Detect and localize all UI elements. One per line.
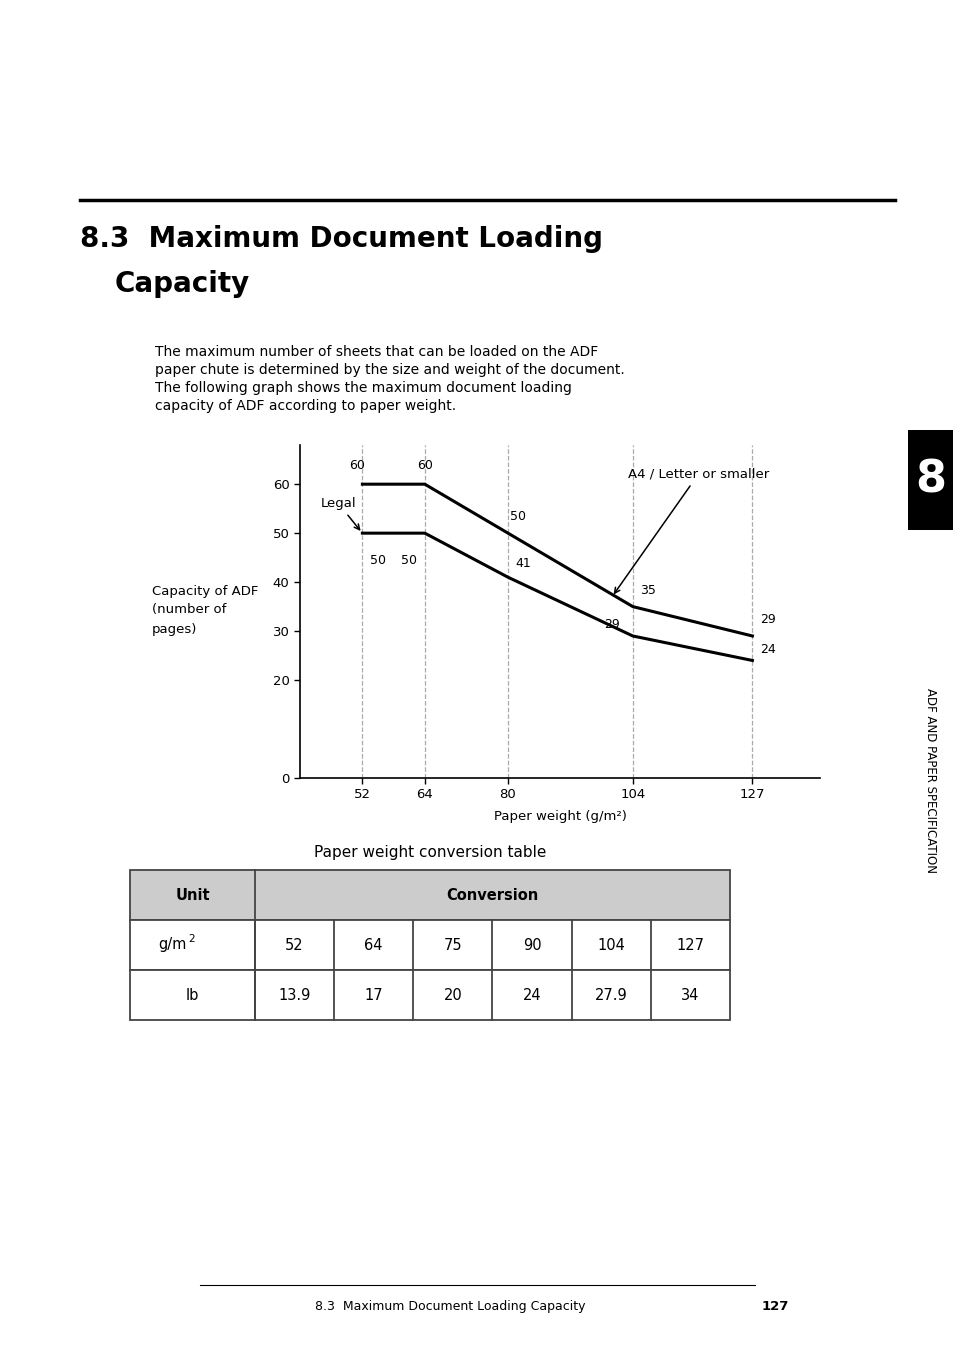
Text: 60: 60: [416, 459, 433, 471]
Text: 50: 50: [401, 554, 416, 567]
Text: 2: 2: [189, 934, 195, 944]
Text: 34: 34: [680, 988, 699, 1002]
Text: 8.3  Maximum Document Loading Capacity: 8.3 Maximum Document Loading Capacity: [314, 1300, 584, 1313]
Text: The following graph shows the maximum document loading: The following graph shows the maximum do…: [154, 381, 571, 394]
Text: 90: 90: [522, 938, 541, 952]
Bar: [130, 970, 729, 1020]
Text: 13.9: 13.9: [278, 988, 311, 1002]
Text: A4 / Letter or smaller: A4 / Letter or smaller: [614, 467, 768, 593]
Text: 75: 75: [443, 938, 462, 952]
Text: 24: 24: [760, 643, 775, 655]
Bar: [130, 920, 729, 970]
Text: 29: 29: [603, 619, 619, 631]
Text: 20: 20: [443, 988, 462, 1002]
Text: Paper weight conversion table: Paper weight conversion table: [314, 844, 546, 861]
Text: 50: 50: [510, 511, 526, 523]
Text: Legal: Legal: [320, 497, 359, 530]
X-axis label: Paper weight (g/m²): Paper weight (g/m²): [493, 809, 626, 823]
Text: Capacity: Capacity: [115, 270, 250, 299]
Text: paper chute is determined by the size and weight of the document.: paper chute is determined by the size an…: [154, 363, 624, 377]
Text: g/m: g/m: [158, 938, 186, 952]
Text: 24: 24: [522, 988, 541, 1002]
Text: 17: 17: [364, 988, 383, 1002]
Bar: [907, 430, 953, 530]
Text: 8.3  Maximum Document Loading: 8.3 Maximum Document Loading: [80, 226, 602, 253]
Text: ADF AND PAPER SPECIFICATION: ADF AND PAPER SPECIFICATION: [923, 688, 937, 873]
Text: 35: 35: [639, 584, 656, 597]
Text: 104: 104: [597, 938, 624, 952]
Text: Capacity of ADF
(number of
pages): Capacity of ADF (number of pages): [152, 585, 258, 635]
Text: 127: 127: [676, 938, 703, 952]
Text: lb: lb: [186, 988, 199, 1002]
Text: 8: 8: [915, 458, 945, 501]
Text: 52: 52: [285, 938, 304, 952]
Text: 64: 64: [364, 938, 382, 952]
Text: capacity of ADF according to paper weight.: capacity of ADF according to paper weigh…: [154, 399, 456, 413]
Text: 50: 50: [370, 554, 386, 567]
Text: The maximum number of sheets that can be loaded on the ADF: The maximum number of sheets that can be…: [154, 345, 598, 359]
Text: 27.9: 27.9: [595, 988, 627, 1002]
Text: 60: 60: [349, 459, 365, 471]
Text: 41: 41: [516, 557, 531, 570]
Bar: [130, 870, 729, 920]
Text: Unit: Unit: [175, 888, 210, 902]
Text: Conversion: Conversion: [446, 888, 538, 902]
Text: 127: 127: [761, 1300, 788, 1313]
Text: 29: 29: [760, 613, 775, 627]
